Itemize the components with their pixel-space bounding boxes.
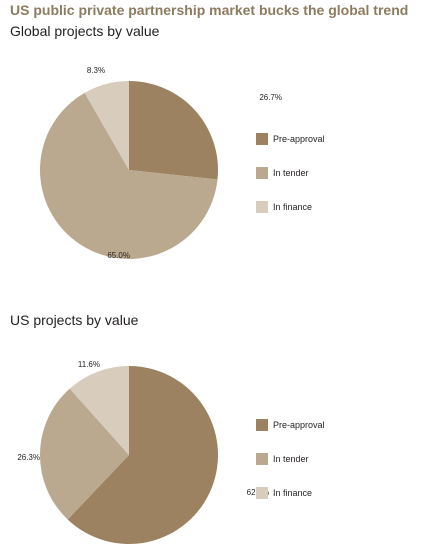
us-slice-in-tender xyxy=(39,388,130,520)
global-slice-in-tender xyxy=(39,92,218,259)
us-slice-label-in-tender: 26.3% xyxy=(17,453,40,462)
us-slice-pre-approval xyxy=(67,366,218,544)
global-slice-in-finance xyxy=(84,81,129,170)
legend-swatch xyxy=(256,453,268,465)
global-slice-label-in-finance: 8.3% xyxy=(87,66,105,75)
us-slice-label-in-finance: 11.6% xyxy=(78,360,100,369)
global-slice-pre-approval xyxy=(129,81,218,180)
global-slice-label-in-tender: 65.0% xyxy=(107,251,130,260)
legend-label: In finance xyxy=(273,488,313,498)
legend-label: In finance xyxy=(273,202,313,212)
legend-label: Pre-approval xyxy=(273,420,325,430)
legend-label: Pre-approval xyxy=(273,134,325,144)
us-chart-title: US projects by value xyxy=(10,312,139,328)
us-slice-in-finance xyxy=(69,366,129,455)
legend-label: In tender xyxy=(273,454,309,464)
global-slice-label-pre-approval: 26.7% xyxy=(259,93,282,102)
legend-swatch xyxy=(256,167,268,179)
legend-swatch xyxy=(256,201,268,213)
legend-swatch xyxy=(256,487,268,499)
legend-swatch xyxy=(256,419,268,431)
legend-label: In tender xyxy=(273,168,309,178)
chart-main-title: US public private partnership market buc… xyxy=(10,2,409,18)
global-pie-chart: 26.7% 65.0% 8.3% xyxy=(39,66,282,260)
global-chart-title: Global projects by value xyxy=(10,23,160,39)
legend-swatch xyxy=(256,133,268,145)
